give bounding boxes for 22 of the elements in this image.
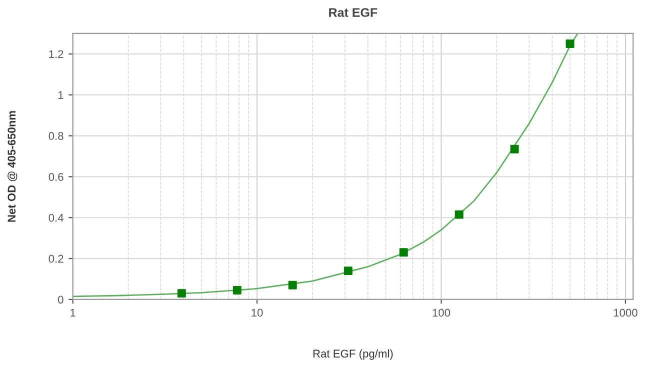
y-tick-label: 0.6: [48, 172, 64, 181]
x-tick-label: 10: [252, 308, 263, 317]
point: [288, 280, 297, 290]
y-tick-label: 0: [58, 296, 64, 304]
point: [510, 144, 519, 154]
x-tick-label: 100: [432, 308, 450, 317]
y-tick-label: 0.8: [48, 132, 64, 140]
chart-title: Rat EGF: [329, 8, 378, 17]
point: [344, 266, 352, 276]
point: [399, 248, 408, 257]
point: [232, 286, 242, 294]
point: [454, 210, 464, 219]
point: [566, 39, 574, 48]
y-tick-label: 0.2: [48, 254, 64, 263]
x-tick-label: 1000: [614, 308, 638, 317]
y-tick-label: 1: [58, 91, 64, 99]
y-axis-title: Net OD @ 405-650nm: [8, 111, 18, 222]
point: [177, 289, 186, 298]
y-tick-label: 1.2: [49, 50, 64, 58]
x-tick-label: 1: [70, 308, 76, 317]
y-tick-label: 0.4: [48, 214, 64, 222]
x-axis-title: Rat EGF (pg/ml): [313, 349, 393, 360]
